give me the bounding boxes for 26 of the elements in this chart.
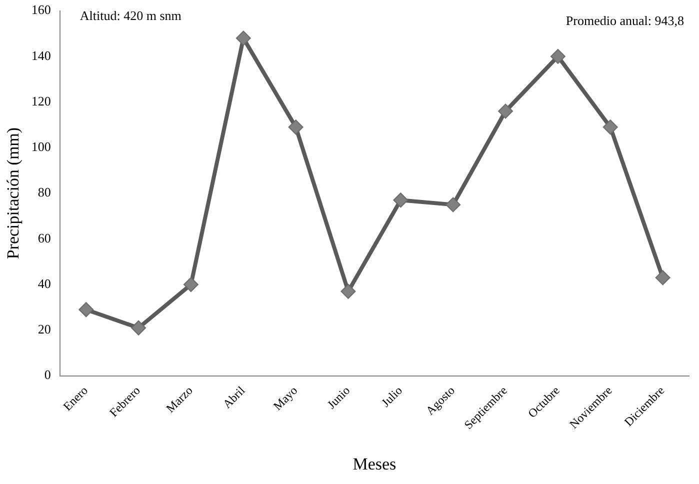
y-tick-label: 20 — [38, 322, 51, 337]
y-tick-label: 0 — [44, 367, 51, 382]
point — [78, 302, 94, 318]
x-axis-title: Meses — [352, 454, 396, 474]
point — [498, 104, 514, 119]
point — [602, 120, 618, 135]
point — [183, 277, 198, 292]
y-axis-title: Precipitación (mm) — [4, 127, 23, 260]
point — [446, 197, 461, 212]
y-tick-label: 40 — [38, 276, 51, 291]
y-tick-label: 100 — [31, 139, 51, 154]
annotation: Promedio anual: 943,8 — [566, 12, 684, 28]
y-tick-label: 140 — [31, 48, 51, 63]
annotation: Altitud: 420 m snm — [80, 8, 182, 23]
y-tick-label: 160 — [31, 2, 51, 18]
point — [131, 320, 146, 336]
y-tick-label: 60 — [38, 230, 51, 246]
point — [340, 284, 356, 299]
point — [550, 48, 566, 64]
point — [288, 120, 304, 135]
point — [236, 30, 251, 46]
point — [393, 192, 408, 208]
y-tick-label: 120 — [31, 93, 51, 108]
y-tick-label: 80 — [38, 184, 51, 200]
point — [655, 270, 670, 286]
x-tick-label: Julio — [378, 383, 406, 410]
